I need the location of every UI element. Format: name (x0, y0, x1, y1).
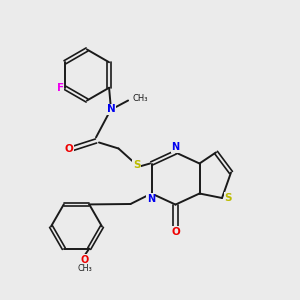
Text: N: N (171, 142, 180, 152)
Text: S: S (224, 193, 232, 203)
Text: CH₃: CH₃ (133, 94, 148, 103)
Text: O: O (64, 143, 74, 154)
Text: N: N (106, 104, 116, 115)
Text: CH₃: CH₃ (77, 264, 92, 273)
Text: S: S (133, 160, 140, 170)
Text: O: O (171, 226, 180, 237)
Text: O: O (81, 255, 89, 265)
Text: F: F (57, 83, 64, 93)
Text: N: N (147, 194, 155, 204)
